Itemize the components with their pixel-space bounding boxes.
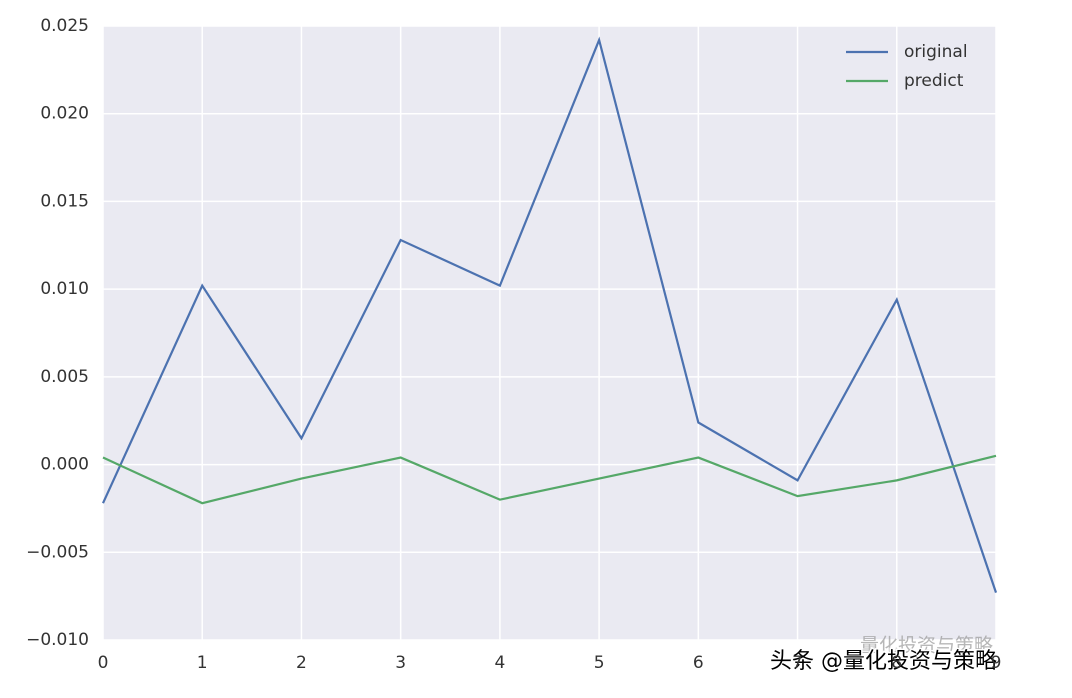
watermark: 头条 @量化投资与策略 bbox=[770, 649, 997, 674]
series-line bbox=[101, 36, 998, 593]
x-tick-label: 0 bbox=[98, 653, 109, 673]
legend-label: original bbox=[904, 42, 968, 62]
y-tick-label: 0.015 bbox=[40, 191, 89, 211]
y-tick-label: 0.000 bbox=[40, 455, 89, 475]
watermark-faded: 量化投资与策略 bbox=[860, 635, 993, 657]
x-tick-label: 8 bbox=[891, 653, 902, 673]
y-tick-label: 0.005 bbox=[40, 367, 89, 387]
x-tick-label: 6 bbox=[693, 653, 704, 673]
x-tick-label: 3 bbox=[395, 653, 406, 673]
y-tick-label: 0.025 bbox=[40, 16, 89, 36]
x-tick-label: 4 bbox=[494, 653, 505, 673]
legend-label: predict bbox=[904, 71, 964, 91]
y-tick-label: 0.010 bbox=[40, 279, 89, 299]
x-tick-label: 5 bbox=[594, 653, 605, 673]
y-tick-label: 0.020 bbox=[40, 104, 89, 124]
y-tick-label: −0.005 bbox=[26, 542, 89, 562]
x-tick-label: 1 bbox=[197, 653, 208, 673]
y-tick-label: −0.010 bbox=[26, 630, 89, 650]
plot-background bbox=[103, 26, 996, 640]
series-line bbox=[102, 454, 997, 505]
x-tick-label: 7 bbox=[792, 653, 803, 673]
x-tick-label: 2 bbox=[296, 653, 307, 673]
x-tick-label: 9 bbox=[991, 653, 1002, 673]
